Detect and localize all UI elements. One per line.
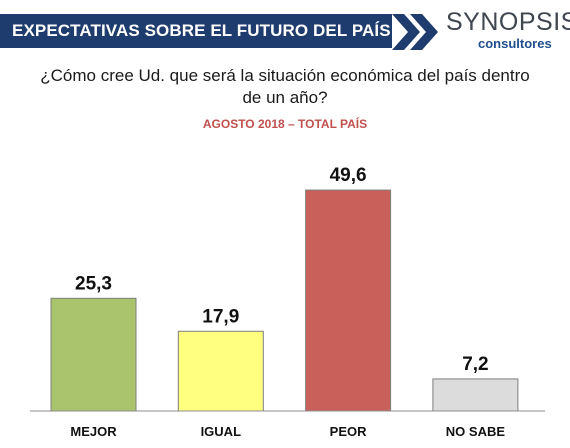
logo-name: SYNOPSIS xyxy=(446,8,570,36)
bar-no-sabe xyxy=(432,378,519,412)
bar-igual xyxy=(177,330,264,412)
value-label-igual: 17,9 xyxy=(202,306,239,327)
chart-subtitle: AGOSTO 2018 – TOTAL PAÍS xyxy=(202,117,368,131)
category-label-mejor: MEJOR xyxy=(70,424,117,439)
header-band: EXPECTATIVAS SOBRE EL FUTURO DEL PAÍS xyxy=(0,14,392,48)
category-label-peor: PEOR xyxy=(330,424,367,439)
bar-mejor xyxy=(50,297,137,412)
value-label-mejor: 25,3 xyxy=(75,273,112,294)
chart-title: ¿Cómo cree Ud. que será la situación eco… xyxy=(40,66,530,107)
value-label-peor: 49,6 xyxy=(330,165,367,186)
bar-peor xyxy=(305,189,392,412)
double-chevron-icon xyxy=(392,14,438,50)
category-label-igual: IGUAL xyxy=(201,424,242,439)
header-title: EXPECTATIVAS SOBRE EL FUTURO DEL PAÍS xyxy=(12,21,391,40)
value-label-no-sabe: 7,2 xyxy=(462,354,488,375)
logo-subtitle: consultores xyxy=(478,36,552,51)
category-label-no-sabe: NO SABE xyxy=(446,424,506,439)
